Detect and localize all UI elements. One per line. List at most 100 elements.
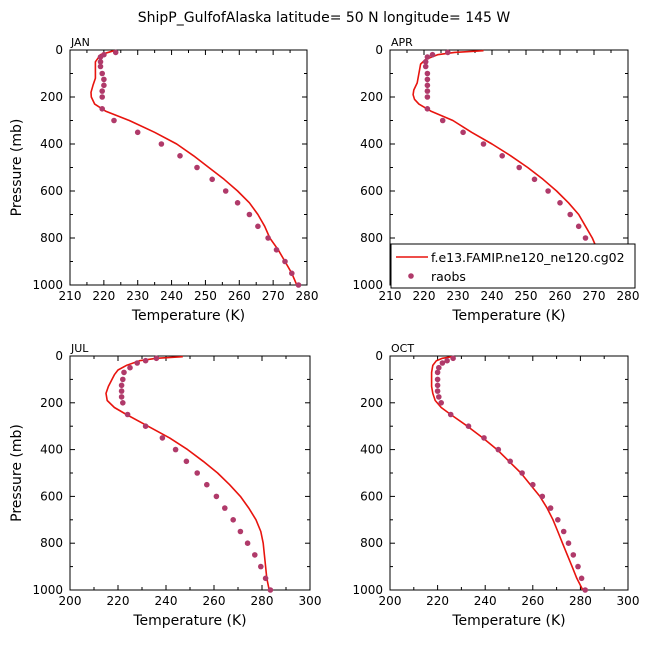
y-tick-label: 400 xyxy=(40,443,63,457)
obs-point xyxy=(575,563,581,570)
obs-point xyxy=(153,355,160,362)
obs-point xyxy=(499,153,506,159)
obs-point xyxy=(99,106,105,112)
y-tick-label: 800 xyxy=(40,536,63,550)
y-tick-label: 200 xyxy=(40,396,63,410)
obs-point xyxy=(230,517,236,523)
obs-point xyxy=(582,235,589,241)
y-tick-label: 600 xyxy=(40,184,63,198)
plot-frame xyxy=(389,355,629,591)
obs-point xyxy=(424,70,431,77)
y-tick-label: 1000 xyxy=(32,583,63,597)
y-tick-label: 1000 xyxy=(32,278,63,292)
model-line xyxy=(412,49,619,286)
x-tick-label: 250 xyxy=(194,289,217,303)
obs-point xyxy=(422,63,429,70)
obs-point xyxy=(516,164,522,171)
x-axis-label: Temperature (K) xyxy=(131,308,245,324)
obs-point xyxy=(120,376,126,383)
obs-point xyxy=(204,481,210,488)
obs-point xyxy=(555,517,561,523)
obs-point xyxy=(424,76,431,83)
x-tick-label: 240 xyxy=(474,594,497,608)
obs-point xyxy=(439,117,446,124)
obs-point xyxy=(112,49,119,56)
obs-point xyxy=(447,411,454,418)
obs-point xyxy=(267,587,274,593)
obs-point xyxy=(246,211,253,218)
obs-point xyxy=(118,394,125,400)
obs-point xyxy=(460,129,466,136)
obs-point xyxy=(295,282,302,288)
obs-point xyxy=(222,188,229,194)
y-tick-label: 0 xyxy=(375,349,383,363)
obs-point xyxy=(424,106,431,112)
obs-point xyxy=(101,76,107,83)
panel-label: OCT xyxy=(391,342,414,355)
x-tick-label: 280 xyxy=(296,289,319,303)
obs-point xyxy=(258,563,264,570)
obs-point xyxy=(127,364,133,371)
x-tick-label: 270 xyxy=(262,289,285,303)
x-tick-label: 220 xyxy=(426,594,449,608)
obs-point xyxy=(444,357,450,364)
panel-oct: 200 220 240 260 280 300 0 200 400 600 800 1000 Tempe… xyxy=(352,342,639,629)
obs-point xyxy=(507,458,513,465)
obs-point xyxy=(539,493,546,500)
obs-point xyxy=(465,423,472,430)
obs-point xyxy=(434,369,441,376)
legend-obs-marker xyxy=(408,273,414,279)
obs-point xyxy=(209,176,215,183)
legend: f.e13.FAMIP.ne120_ne120.cg02 raobs xyxy=(390,243,636,289)
obs-point xyxy=(424,88,431,94)
x-axis-label: Temperature (K) xyxy=(132,613,246,629)
obs-point xyxy=(124,411,131,418)
x-axis-label: Temperature (K) xyxy=(451,613,565,629)
panel-label: JUL xyxy=(70,342,89,355)
y-tick-label: 600 xyxy=(360,184,383,198)
x-tick-label: 280 xyxy=(617,289,640,303)
x-tick-label: 280 xyxy=(251,594,274,608)
obs-point xyxy=(557,200,563,206)
obs-point xyxy=(450,355,456,362)
model-line xyxy=(430,355,584,591)
x-tick-label: 300 xyxy=(299,594,322,608)
x-tick-label: 220 xyxy=(92,289,115,303)
y-tick-label: 600 xyxy=(40,489,63,503)
y-tick-label: 1000 xyxy=(352,278,383,292)
obs-point xyxy=(159,435,166,441)
obs-point xyxy=(118,382,125,389)
obs-point xyxy=(194,164,200,171)
obs-point xyxy=(480,141,487,147)
legend-model-label: f.e13.FAMIP.ne120_ne120.cg02 xyxy=(431,250,625,265)
obs-point xyxy=(97,63,104,70)
obs-point xyxy=(578,575,585,582)
x-tick-label: 240 xyxy=(160,289,183,303)
obs-point xyxy=(213,493,220,500)
figure-title: ShipP_GulfofAlaska latitude= 50 N longit… xyxy=(138,10,511,26)
obs-point xyxy=(97,54,104,60)
y-tick-label: 800 xyxy=(360,231,383,245)
obs-point xyxy=(567,211,573,218)
obs-point xyxy=(118,388,125,394)
legend-box xyxy=(390,243,636,289)
y-tick-label: 800 xyxy=(360,536,383,550)
obs-point xyxy=(262,575,269,582)
panel-jan: 210 220 230 240 250 260 270 280 0 200 400 600 800 100… xyxy=(9,36,318,324)
obs-point xyxy=(565,540,572,546)
y-tick-label: 0 xyxy=(375,43,383,57)
obs-point xyxy=(134,360,140,366)
obs-point xyxy=(434,382,441,389)
obs-point xyxy=(244,540,251,546)
x-axis-label: Temperature (K) xyxy=(451,308,565,324)
y-tick-label: 400 xyxy=(360,137,383,151)
panel-label: JAN xyxy=(70,36,90,49)
obs-point xyxy=(177,153,183,159)
obs-point xyxy=(222,505,228,511)
y-tick-label: 0 xyxy=(55,43,63,57)
obs-point xyxy=(255,223,261,230)
obs-point xyxy=(237,528,244,535)
y-tick-label: 200 xyxy=(360,90,383,104)
x-tick-label: 240 xyxy=(481,289,504,303)
obs-point xyxy=(97,59,104,65)
